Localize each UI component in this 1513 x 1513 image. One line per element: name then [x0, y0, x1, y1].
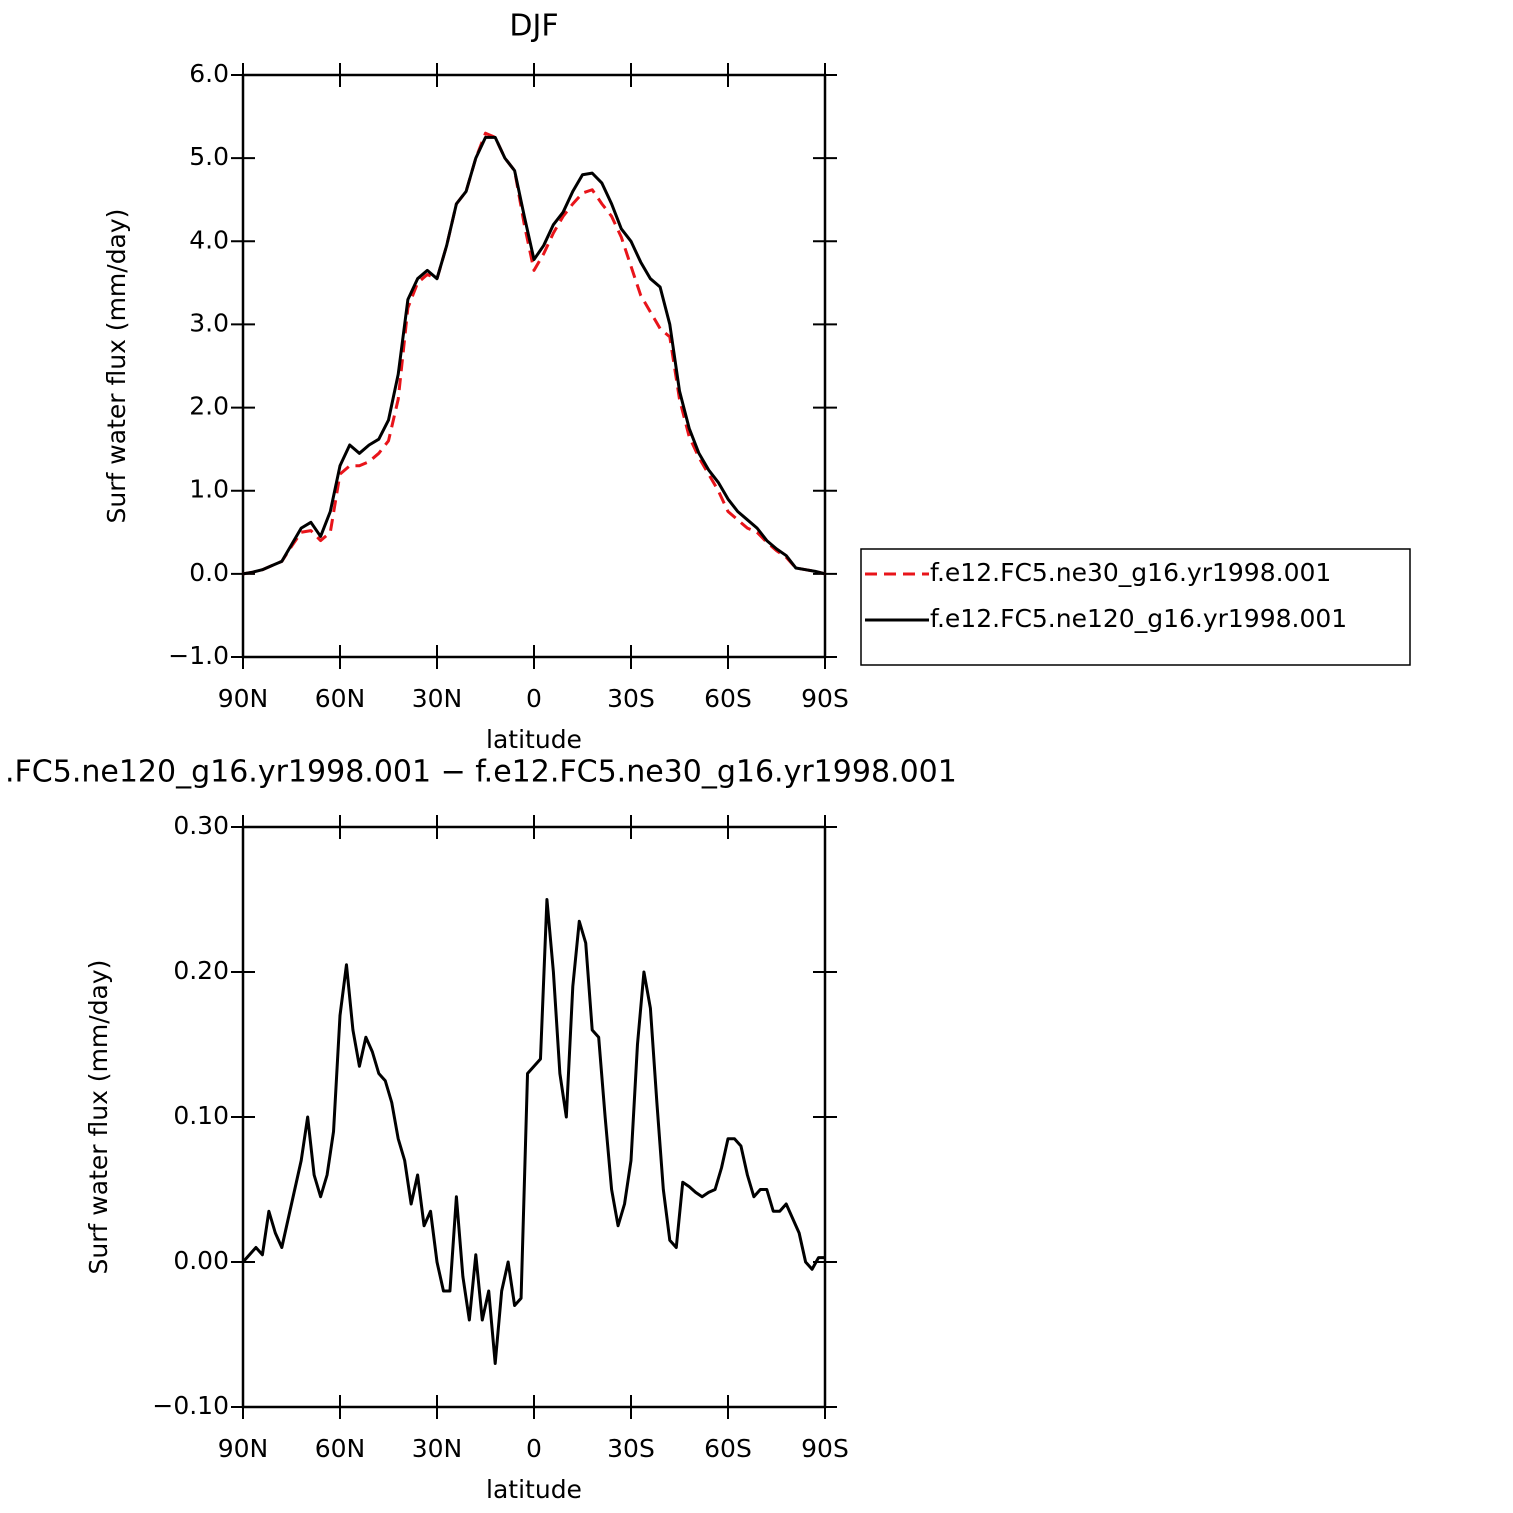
legend-box [860, 548, 1411, 666]
x-axis-label: latitude [486, 1475, 582, 1504]
x-tick-label: 90N [218, 1434, 269, 1463]
series-line [241, 898, 825, 1365]
x-tick-label: 60N [315, 1434, 366, 1463]
series-line [242, 135, 826, 576]
y-tick-label: 4.0 [189, 225, 229, 254]
y-tick-label: 6.0 [189, 59, 229, 88]
y-tick-label: 1.0 [189, 475, 229, 504]
y-tick-label: −1.0 [168, 641, 229, 670]
x-tick-label: 60S [704, 1434, 752, 1463]
x-tick-label: 30N [412, 684, 463, 713]
legend-label: f.e12.FC5.ne30_g16.yr1998.001 [930, 558, 1331, 587]
y-tick-label: 0.10 [173, 1101, 229, 1130]
series-line [242, 131, 826, 576]
x-tick-label: 30S [607, 1434, 655, 1463]
chart-title: .FC5.ne120_g16.yr1998.001 − f.e12.FC5.ne… [5, 755, 957, 790]
y-tick-label: 0.20 [173, 956, 229, 985]
y-tick-label: 3.0 [189, 308, 229, 337]
plot-frame [241, 825, 827, 1409]
chart-title: DJF [509, 9, 558, 44]
y-tick-label: −0.10 [152, 1391, 229, 1420]
plot-frame [241, 73, 827, 659]
x-tick-label: 60N [315, 684, 366, 713]
y-axis-label: Surf water flux (mm/day) [102, 209, 131, 524]
legend-label: f.e12.FC5.ne120_g16.yr1998.001 [930, 604, 1347, 633]
y-tick-label: 5.0 [189, 142, 229, 171]
y-tick-label: 2.0 [189, 392, 229, 421]
x-tick-label: 90N [218, 684, 269, 713]
x-tick-label: 0 [526, 684, 542, 713]
x-tick-label: 30S [607, 684, 655, 713]
y-tick-label: 0.30 [173, 811, 229, 840]
y-tick-label: 0.0 [189, 558, 229, 587]
x-tick-label: 60S [704, 684, 752, 713]
x-tick-label: 0 [526, 1434, 542, 1463]
x-tick-label: 30N [412, 1434, 463, 1463]
y-axis-label: Surf water flux (mm/day) [84, 960, 113, 1275]
x-tick-label: 90S [801, 684, 849, 713]
x-axis-label: latitude [486, 725, 582, 754]
y-tick-label: 0.00 [173, 1246, 229, 1275]
x-tick-label: 90S [801, 1434, 849, 1463]
